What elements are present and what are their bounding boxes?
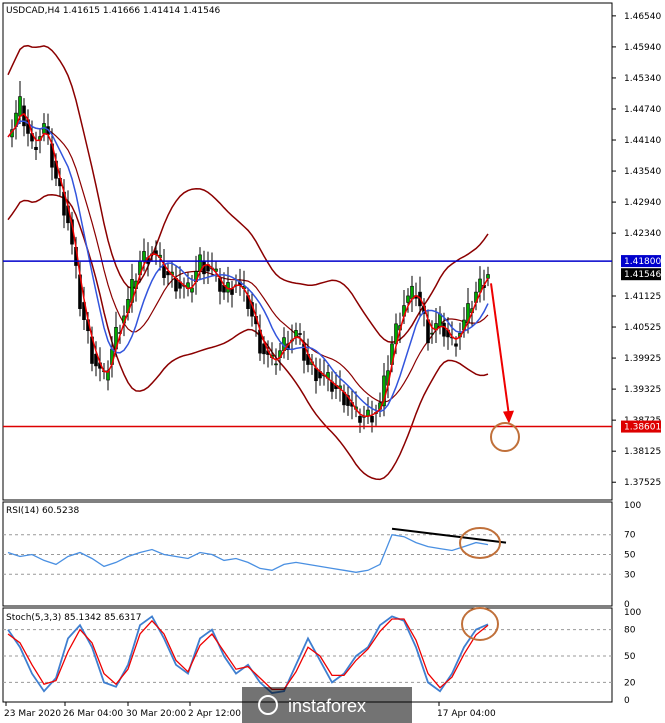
price-tick-label: 1.41125: [624, 292, 661, 302]
candle-body: [142, 251, 146, 262]
annotation-circle-stoch: [461, 607, 499, 641]
candle-body: [382, 375, 386, 407]
indicator-tick-label: 0: [624, 696, 630, 706]
forecast-arrow-head: [503, 410, 514, 424]
price-tick-label: 1.38125: [624, 447, 661, 457]
horizontal-levels: [3, 260, 612, 428]
current-price-label: 1.41546: [624, 270, 661, 280]
candle-body: [18, 96, 22, 117]
price-tick-label: 1.40525: [624, 323, 661, 333]
level-tag-label: 1.41800: [624, 257, 661, 267]
rsi-series: [7, 533, 489, 573]
price-axis: 1.46540 1.45940 1.45340 1.44740 1.44140 1.435…: [612, 12, 661, 488]
level-tag-box: [621, 255, 661, 268]
price-tick-label: 1.42340: [624, 229, 661, 239]
candle-body: [294, 330, 298, 338]
price-tick-label: 1.44740: [624, 105, 661, 115]
level-tag-label: 1.38601: [624, 423, 661, 433]
price-tick-label: 1.45940: [624, 43, 661, 53]
annotation-circle-rsi: [459, 527, 501, 559]
candle-body: [298, 333, 302, 335]
moving-averages: [7, 112, 489, 418]
forecast-arrow-shaft: [490, 283, 510, 416]
rsi-line: [7, 533, 489, 573]
candle-body: [406, 295, 410, 303]
time-tick-label: 23 Mar 2020: [4, 709, 61, 719]
time-tick-label: 2 Apr 12:00: [188, 709, 241, 719]
candle-body: [274, 363, 278, 366]
indicator-tick-label: 100: [624, 501, 641, 511]
stoch-label: Stoch(5,3,3) 85.1342 85.6317: [6, 613, 141, 623]
indicator-tick-label: 70: [624, 531, 636, 541]
forecast-arrow: [490, 283, 514, 424]
current-price-box: [621, 268, 661, 281]
candle-body: [262, 343, 266, 355]
candle-body: [454, 343, 458, 347]
indicator-tick-label: 80: [624, 626, 636, 636]
symbol-info: USDCAD,H4 1.41615 1.41666 1.41414 1.4154…: [6, 6, 221, 16]
time-tick-label: 26 Mar 04:00: [63, 709, 123, 719]
price-tick-label: 1.45340: [624, 74, 661, 84]
time-tick-label: 30 Mar 20:00: [126, 709, 186, 719]
candle-body: [94, 353, 98, 367]
indicator-tick-label: 100: [624, 608, 641, 618]
candle-body: [174, 278, 178, 292]
stoch-signal-series: [7, 618, 489, 691]
rsi-divergence-line: [391, 527, 507, 544]
candle-body: [34, 146, 38, 150]
candle-body: [358, 415, 362, 423]
rsi-axis: 100 70 50 30 0: [624, 501, 641, 610]
ma-fast-line: [7, 112, 489, 418]
indicator-tick-label: 30: [624, 570, 636, 580]
candle-body: [430, 332, 434, 335]
indicator-tick-label: 50: [624, 551, 636, 561]
level-tag-box: [621, 420, 661, 433]
price-tick-label: 1.42940: [624, 198, 661, 208]
price-tick-label: 1.37525: [624, 478, 661, 488]
rsi-trendline: [391, 527, 507, 544]
annotation-circle-price: [490, 422, 520, 452]
time-axis: 23 Mar 2020 26 Mar 04:00 30 Mar 20:00 2 Apr…: [4, 702, 496, 719]
bollinger-upper: [7, 44, 489, 343]
candle-body: [486, 274, 490, 279]
price-tick-label: 1.44140: [624, 136, 661, 146]
watermark-logo-icon: [258, 695, 278, 715]
price-tick-label: 1.39925: [624, 354, 661, 364]
candle-body: [410, 285, 414, 300]
stoch-lines: [7, 615, 489, 694]
candle-body: [370, 415, 374, 423]
ma-slow-line: [7, 120, 489, 413]
watermark: instaforex: [242, 687, 412, 723]
indicator-tick-label: 20: [624, 678, 636, 688]
watermark-box: [242, 687, 412, 723]
candle-body: [230, 288, 234, 295]
level-tags: 1.41800 1.38601 1.41546: [621, 255, 661, 433]
indicator-tick-label: 50: [624, 652, 636, 662]
stoch-main-series: [7, 615, 489, 694]
main-price-panel: [2, 2, 613, 501]
stoch-panel: [2, 607, 613, 703]
candle-body: [314, 367, 318, 382]
bollinger-middle: [7, 120, 489, 403]
time-tick-label: 17 Apr 04:00: [437, 709, 496, 719]
price-tick-label: 1.43540: [624, 167, 661, 177]
stoch-axis: 100 80 50 20 0: [624, 608, 641, 706]
price-tick-label: 1.39325: [624, 385, 661, 395]
rsi-label: RSI(14) 60.5238: [6, 506, 79, 516]
candle-body: [442, 322, 446, 337]
watermark-text: instaforex: [288, 696, 366, 716]
indicator-tick-label: 0: [624, 600, 630, 610]
price-tick-label: 1.46540: [624, 12, 661, 22]
